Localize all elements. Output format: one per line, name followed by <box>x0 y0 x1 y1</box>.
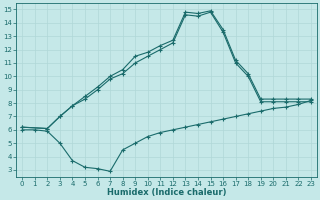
X-axis label: Humidex (Indice chaleur): Humidex (Indice chaleur) <box>107 188 226 197</box>
